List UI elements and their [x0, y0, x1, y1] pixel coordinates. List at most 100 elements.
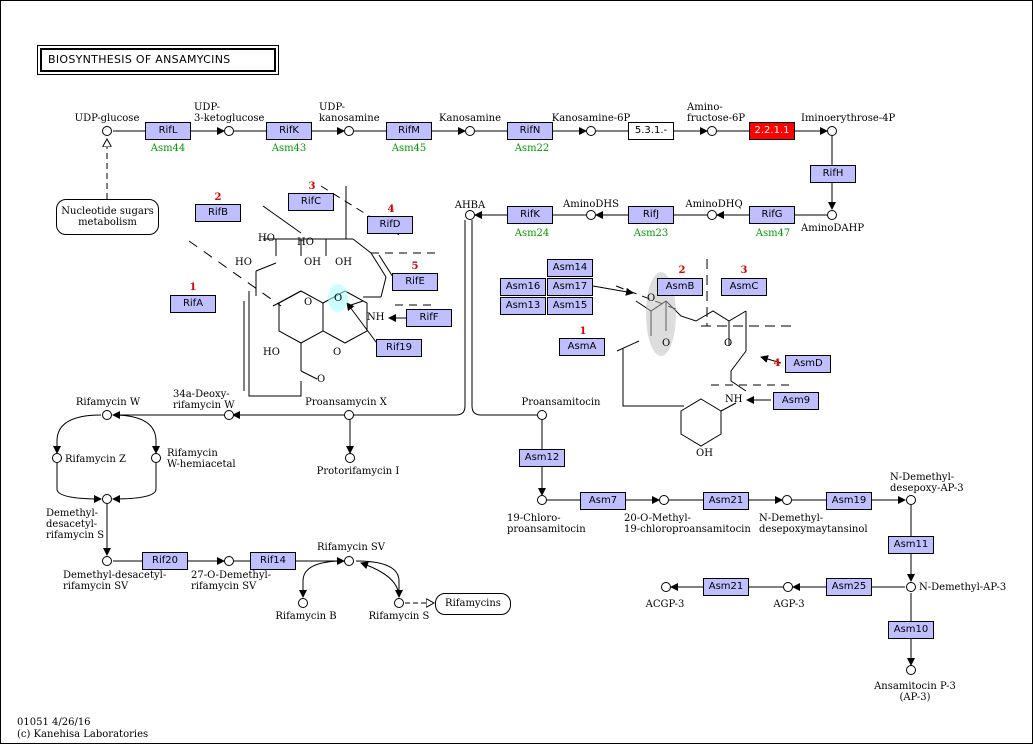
enzyme-5-3-1[interactable]: 5.3.1.-	[628, 122, 674, 140]
atom-label: HO	[263, 347, 280, 358]
compound-rifamycin-w[interactable]: Rifamycin W	[75, 397, 141, 408]
gene-asm10[interactable]: Asm10	[888, 621, 934, 639]
compound-amino-fructose-6p[interactable]: Amino- fructose-6P	[687, 102, 746, 124]
compound-proansamitocin[interactable]: Proansamitocin	[521, 397, 601, 408]
atom-label: O	[317, 374, 326, 385]
compound-kanosamine[interactable]: Kanosamine	[438, 113, 502, 124]
gene-asma[interactable]: AsmA	[559, 338, 605, 356]
atom-label: O	[333, 347, 342, 358]
gene-rifh[interactable]: RifH	[810, 165, 856, 183]
atom-label: O	[647, 293, 656, 304]
ortholog-asm23: Asm23	[633, 228, 669, 239]
gene-asm9[interactable]: Asm9	[773, 392, 819, 410]
compound-demethyl-desacetyl-rifamycin-s[interactable]: Demethyl- desacetyl- rifamycin S	[46, 508, 105, 541]
compound-n-demethyldesepoxymaytansinol[interactable]: N-Demethyl- desepoxymaytansinol	[759, 513, 868, 535]
gene-rifn[interactable]: RifN	[507, 122, 553, 140]
atom-label: HO	[258, 233, 275, 244]
gene-rif20[interactable]: Rif20	[142, 552, 188, 570]
compound-aminodahp[interactable]: AminoDAHP	[801, 223, 865, 234]
compound-ansamitocin-p-3[interactable]: Ansamitocin P-3 (AP-3)	[874, 681, 956, 703]
compound-rifamycin-z[interactable]: Rifamycin Z	[65, 454, 126, 465]
module-number: 2	[678, 265, 686, 276]
compound-aminodhs[interactable]: AminoDHS	[563, 199, 619, 210]
compound-demethyl-desacetyl-rifamycin-sv[interactable]: Demethyl-desacetyl- rifamycin SV	[63, 570, 167, 592]
compound-node	[102, 126, 112, 136]
module-number: 1	[579, 326, 587, 337]
gene-rife[interactable]: RifE	[392, 273, 438, 291]
gene-riff[interactable]: RifF	[406, 309, 452, 327]
atom-label: O	[724, 338, 733, 349]
compound-n-demethyl-desepoxy-ap-3[interactable]: N-Demethyl- desepoxy-AP-3	[890, 472, 964, 494]
gene-asm21[interactable]: Asm21	[703, 492, 749, 510]
atom-label: OH	[335, 257, 352, 268]
gene-rifj[interactable]: RifJ	[628, 206, 674, 224]
atom-label: OH	[304, 257, 321, 268]
compound-rifamycin-w-hemiacetal[interactable]: Rifamycin W-hemiacetal	[167, 448, 236, 470]
gene-asm12[interactable]: Asm12	[519, 449, 565, 467]
gene-rifl[interactable]: RifL	[145, 122, 191, 140]
compound-udp-glucose[interactable]: UDP-glucose	[74, 113, 140, 124]
compound-19-chloroproansamitocin[interactable]: 19-Chloro- proansamitocin	[507, 513, 586, 535]
compound-iminoerythrose-4p[interactable]: Iminoerythrose-4P	[801, 113, 896, 124]
gene-rifk-2[interactable]: RifK	[507, 206, 553, 224]
gene-asm13[interactable]: Asm13	[500, 297, 546, 315]
gene-asm16[interactable]: Asm16	[500, 278, 546, 296]
ortholog-asm44: Asm44	[150, 143, 186, 154]
asm-structure	[615, 259, 796, 447]
map-nucleotide-sugars-metabolism[interactable]: Nucleotide sugars metabolism	[56, 199, 159, 235]
gene-rifg[interactable]: RifG	[749, 206, 795, 224]
gene-rifk[interactable]: RifK	[266, 122, 312, 140]
gene-asm11[interactable]: Asm11	[888, 536, 934, 554]
compound-34a-deoxy-rifamycin-w[interactable]: 34a-Deoxy- rifamycin W	[173, 389, 235, 411]
gene-rif19[interactable]: Rif19	[376, 339, 422, 357]
compound-rifamycin-sv[interactable]: Rifamycin SV	[316, 542, 386, 553]
compound-protorifamycin-i[interactable]: Protorifamycin I	[316, 466, 400, 477]
enzyme-2-2-1-1[interactable]: 2.2.1.1	[749, 122, 795, 140]
module-number: 4	[773, 358, 781, 369]
gene-asm25[interactable]: Asm25	[826, 578, 872, 596]
atom-label: NH	[367, 312, 385, 323]
gene-asmb[interactable]: AsmB	[657, 278, 703, 296]
compound-acgp-3[interactable]: ACGP-3	[645, 599, 685, 610]
compound-udp-3-ketoglucose[interactable]: UDP- 3-ketoglucose	[194, 102, 265, 124]
atom-label: O	[662, 338, 671, 349]
compound-ahba[interactable]: AHBA	[454, 200, 486, 211]
gene-rifa[interactable]: RifA	[170, 295, 216, 313]
ortholog-asm45: Asm45	[391, 143, 427, 154]
gene-asm19[interactable]: Asm19	[826, 492, 872, 510]
gene-rifb[interactable]: RifB	[195, 204, 241, 222]
gene-asm15[interactable]: Asm15	[547, 297, 593, 315]
compound-proansamycin-x[interactable]: Proansamycin X	[305, 397, 387, 408]
gene-rifc[interactable]: RifC	[288, 193, 334, 211]
compound-20-o-methyl-19-chloroproansamitocin[interactable]: 20-O-Methyl- 19-chloroproansamitocin	[624, 513, 751, 535]
compound-agp-3[interactable]: AGP-3	[773, 599, 805, 610]
compound-n-demethyl-ap-3[interactable]: N-Demethyl-AP-3	[919, 582, 1007, 593]
gene-asm21-b[interactable]: Asm21	[703, 578, 749, 596]
page-title: BIOSYNTHESIS OF ANSAMYCINS	[37, 45, 279, 75]
gene-asm14[interactable]: Asm14	[547, 259, 593, 277]
compound-rifamycin-s[interactable]: Rifamycin S	[368, 611, 430, 622]
map-rifamycins[interactable]: Rifamycins	[435, 593, 511, 615]
gene-rifd[interactable]: RifD	[367, 216, 413, 234]
atom-label: OH	[696, 448, 713, 459]
module-number: 3	[740, 265, 748, 276]
rif-structure	[188, 185, 437, 397]
gene-asmc[interactable]: AsmC	[721, 278, 767, 296]
gene-asm17[interactable]: Asm17	[547, 278, 593, 296]
gene-asmd[interactable]: AsmD	[785, 355, 831, 373]
ortholog-asm47: Asm47	[755, 228, 791, 239]
atom-label: O	[334, 293, 343, 304]
compound-rifamycin-b[interactable]: Rifamycin B	[275, 611, 337, 622]
compound-kanosamine-6p[interactable]: Kanosamine-6P	[551, 113, 631, 124]
compound-udp-kanosamine[interactable]: UDP- kanosamine	[319, 102, 380, 124]
footer-id: 01051 4/26/16	[17, 717, 91, 728]
gene-rifm[interactable]: RifM	[386, 122, 432, 140]
module-number: 2	[214, 192, 222, 203]
module-number: 4	[387, 204, 395, 215]
gene-asm7[interactable]: Asm7	[580, 492, 626, 510]
compound-27-o-demethylrifamycin-sv[interactable]: 27-O-Demethyl- rifamycin SV	[191, 570, 272, 592]
gene-rif14[interactable]: Rif14	[250, 552, 296, 570]
compound-aminodhq[interactable]: AminoDHQ	[685, 199, 743, 210]
